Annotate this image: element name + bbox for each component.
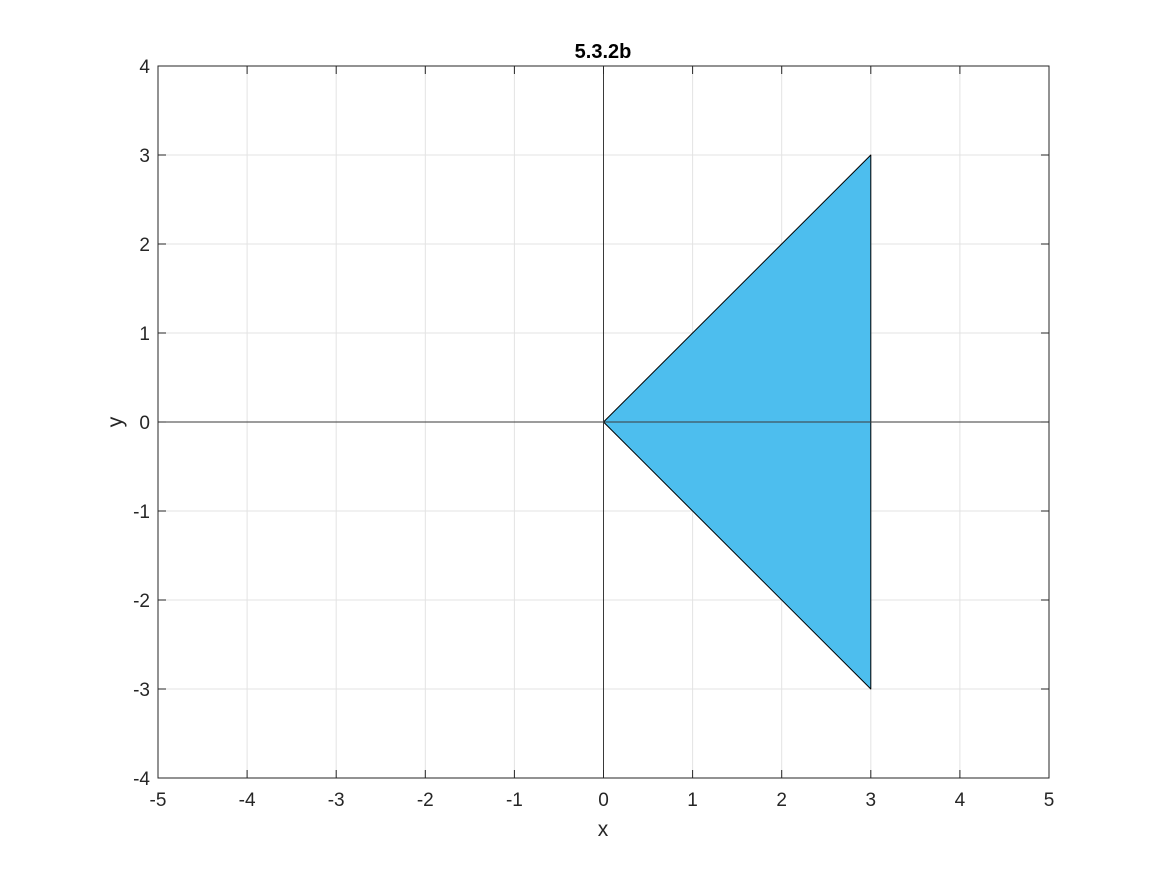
- y-tick-label: -4: [133, 769, 150, 790]
- x-tick-label: -5: [150, 790, 167, 811]
- y-tick-label: -3: [133, 680, 150, 701]
- x-tick-label: -1: [506, 790, 523, 811]
- y-tick-label: -2: [133, 591, 150, 612]
- y-tick-label: 3: [139, 146, 150, 167]
- x-tick-label: 2: [776, 790, 787, 811]
- chart-title: 5.3.2b: [575, 41, 632, 63]
- y-tick-label: 0: [139, 413, 150, 434]
- y-tick-label: 4: [139, 57, 150, 78]
- axes-layer: [157, 65, 1050, 779]
- x-tick-label: 0: [598, 790, 609, 811]
- origin-layer: [158, 66, 1049, 778]
- x-tick-label: 4: [955, 790, 966, 811]
- y-axis-label: y: [104, 416, 127, 427]
- y-tick-label: 1: [139, 324, 150, 345]
- y-tick-label: 2: [139, 235, 150, 256]
- x-axis-label: x: [598, 818, 609, 841]
- x-tick-label: -4: [239, 790, 256, 811]
- y-tick-label: -1: [133, 502, 150, 523]
- x-tick-label: 1: [687, 790, 698, 811]
- x-tick-label: 3: [866, 790, 877, 811]
- x-tick-label: 5: [1044, 790, 1055, 811]
- x-tick-label: -2: [417, 790, 434, 811]
- x-tick-label: -3: [328, 790, 345, 811]
